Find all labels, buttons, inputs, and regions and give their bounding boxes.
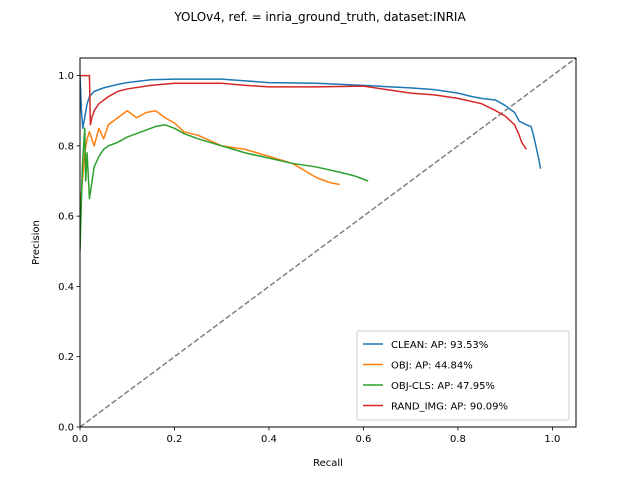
x-tick-label: 0.0 [72, 434, 88, 445]
legend-entry-label: OBJ: AP: 44.84% [391, 361, 473, 372]
chart-title: YOLOv4, ref. = inria_ground_truth, datas… [173, 10, 466, 24]
legend-box [356, 330, 570, 421]
x-tick-label: 0.2 [167, 434, 183, 445]
y-tick-label: 0.0 [58, 423, 74, 434]
series-line-1 [80, 75, 542, 169]
reference-diagonal-line [80, 58, 576, 427]
legend: CLEAN: AP: 93.53% OBJ: AP: 44.84% OBJ-CLS:… [356, 330, 570, 421]
series-line-2 [80, 109, 340, 217]
y-tick-label: 0.8 [58, 141, 74, 152]
x-tick-label: 0.6 [355, 434, 371, 445]
y-tick-label: 1.0 [58, 71, 74, 82]
y-tick-label: 0.4 [58, 282, 74, 293]
legend-entry-label: OBJ-CLS: AP: 47.95% [391, 381, 495, 392]
plot-frame [79, 57, 577, 428]
x-tick-label: 0.4 [261, 434, 277, 445]
series-line-4 [80, 74, 528, 150]
series-line-3 [80, 124, 369, 252]
legend-entry-label: RAND_IMG: AP: 90.09% [391, 402, 508, 413]
y-tick-label: 0.6 [58, 212, 74, 223]
x-axis-label: Recall [313, 458, 343, 469]
y-tick-label: 0.2 [58, 352, 74, 363]
legend-entry-label: CLEAN: AP: 93.53% [391, 340, 488, 351]
x-tick-label: 1.0 [544, 434, 560, 445]
x-tick-label: 0.8 [450, 434, 466, 445]
y-axis-label: Precision [31, 220, 42, 265]
